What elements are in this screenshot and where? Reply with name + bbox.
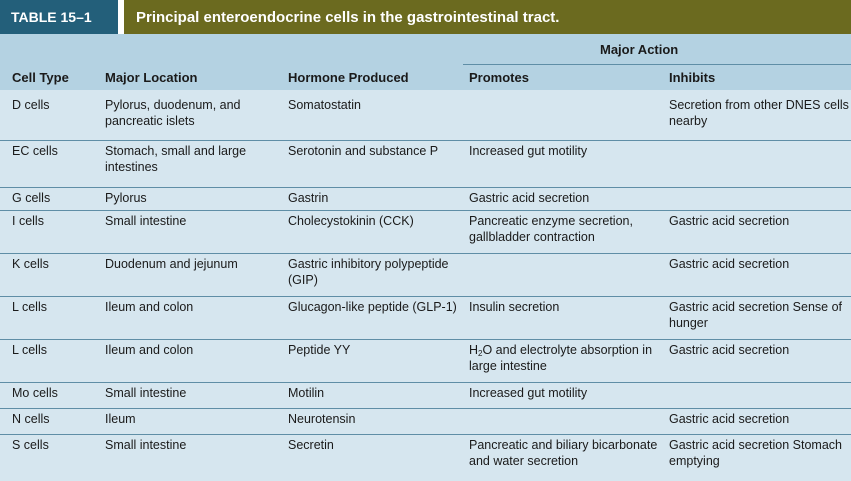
row-divider bbox=[0, 408, 851, 409]
cell-type-cell: L cells bbox=[12, 343, 47, 357]
promotes-cell: Pancreatic enzyme secretion, gallbladder… bbox=[469, 214, 633, 244]
row-divider bbox=[0, 382, 851, 383]
header-major-action: Major Action bbox=[600, 42, 679, 57]
hormone-produced-cell: Secretin bbox=[288, 438, 334, 452]
major-location-cell: Pylorus, duodenum, and pancreatic islets bbox=[105, 98, 241, 128]
row-divider bbox=[0, 187, 851, 188]
inhibits-cell: Secretion from other DNES cells nearby bbox=[669, 98, 849, 128]
cell-type-cell: N cells bbox=[12, 412, 50, 426]
cell-type-cell: Mo cells bbox=[12, 386, 58, 400]
major-location-cell: Ileum and colon bbox=[105, 343, 194, 357]
cell-type-cell: L cells bbox=[12, 300, 47, 314]
inhibits-cell: Gastric acid secretion bbox=[669, 412, 790, 426]
inhibits-cell: Gastric acid secretion Stomach emptying bbox=[669, 438, 842, 468]
table-number: TABLE 15–1 bbox=[0, 0, 118, 34]
promotes-cell: Gastric acid secretion bbox=[469, 191, 590, 205]
cell-type-cell: I cells bbox=[12, 214, 44, 228]
inhibits-cell: Gastric acid secretion bbox=[669, 343, 790, 357]
hormone-produced-cell: Glucagon-like peptide (GLP-1) bbox=[288, 300, 457, 314]
row-divider bbox=[0, 210, 851, 211]
promotes-cell: Pancreatic and biliary bicarbonate and w… bbox=[469, 438, 658, 468]
inhibits-cell: Gastric acid secretion Sense of hunger bbox=[669, 300, 842, 330]
hormone-produced-cell: Motilin bbox=[288, 386, 325, 400]
promotes-cell: Increased gut motility bbox=[469, 386, 588, 400]
header-promotes: Promotes bbox=[469, 70, 529, 85]
header-cell-type: Cell Type bbox=[12, 70, 69, 85]
hormone-produced-cell: Peptide YY bbox=[288, 343, 351, 357]
inhibits-cell: Gastric acid secretion bbox=[669, 214, 790, 228]
row-divider bbox=[0, 253, 851, 254]
major-location-cell: Ileum bbox=[105, 412, 136, 426]
hormone-produced-cell: Gastric inhibitory polypeptide (GIP) bbox=[288, 257, 449, 287]
major-location-cell: Small intestine bbox=[105, 386, 187, 400]
header-inhibits: Inhibits bbox=[669, 70, 716, 85]
cell-type-cell: D cells bbox=[12, 98, 50, 112]
promotes-cell: Insulin secretion bbox=[469, 300, 560, 314]
promotes-cell: Increased gut motility bbox=[469, 144, 588, 158]
table-header bbox=[0, 34, 851, 90]
inhibits-cell: Gastric acid secretion bbox=[669, 257, 790, 271]
hormone-produced-cell: Gastrin bbox=[288, 191, 329, 205]
table-caption: Principal enteroendocrine cells in the g… bbox=[124, 0, 851, 34]
major-action-rule bbox=[463, 64, 851, 65]
major-location-cell: Ileum and colon bbox=[105, 300, 194, 314]
promotes-cell: H2O and electrolyte absorption in large … bbox=[469, 343, 653, 373]
table bbox=[0, 34, 851, 481]
row-divider bbox=[0, 434, 851, 435]
hormone-produced-cell: Cholecystokinin (CCK) bbox=[288, 214, 414, 228]
hormone-produced-cell: Serotonin and substance P bbox=[288, 144, 439, 158]
major-location-cell: Duodenum and jejunum bbox=[105, 257, 238, 271]
row-divider bbox=[0, 140, 851, 141]
row-divider bbox=[0, 339, 851, 340]
major-location-cell: Stomach, small and large intestines bbox=[105, 144, 247, 174]
row-divider bbox=[0, 296, 851, 297]
major-location-cell: Small intestine bbox=[105, 214, 187, 228]
cell-type-cell: S cells bbox=[12, 438, 49, 452]
cell-type-cell: K cells bbox=[12, 257, 49, 271]
header-major-location: Major Location bbox=[105, 70, 198, 85]
header-hormone-produced: Hormone Produced bbox=[288, 70, 409, 85]
hormone-produced-cell: Neurotensin bbox=[288, 412, 356, 426]
cell-type-cell: EC cells bbox=[12, 144, 58, 158]
hormone-produced-cell: Somatostatin bbox=[288, 98, 361, 112]
major-location-cell: Small intestine bbox=[105, 438, 187, 452]
cell-type-cell: G cells bbox=[12, 191, 51, 205]
major-location-cell: Pylorus bbox=[105, 191, 147, 205]
